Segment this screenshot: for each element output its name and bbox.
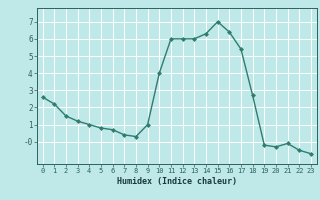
X-axis label: Humidex (Indice chaleur): Humidex (Indice chaleur) <box>117 177 237 186</box>
